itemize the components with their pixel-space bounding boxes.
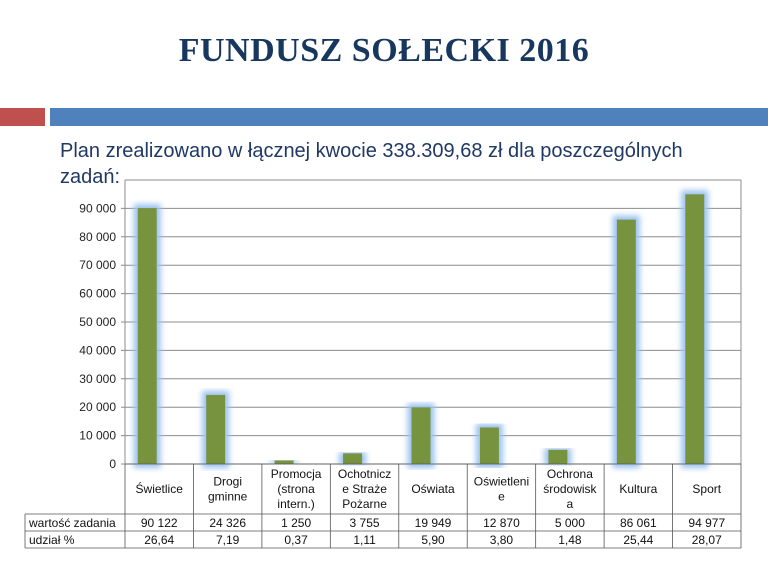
bar [137,208,157,464]
y-tick-label: 80 000 [79,230,116,244]
bar [685,194,705,464]
table-cell: 28,07 [692,533,722,547]
x-tick-label: a [567,497,574,511]
subtitle-line-1: Plan zrealizowano w łącznej kwocie 338.3… [60,140,683,162]
x-tick-label: Świetlice [136,481,184,496]
table-cell: 19 949 [415,516,452,530]
bar [343,453,363,464]
bar [274,460,294,464]
x-tick-label: e Straże [342,482,387,496]
x-tick-label: gminne [208,490,248,504]
x-tick-label: Ochrona [547,467,593,481]
y-tick-label: 50 000 [79,315,116,329]
table-cell: 1 250 [281,516,311,530]
table-row-label: wartość zadania [28,516,116,530]
table-cell: 0,37 [284,533,308,547]
y-tick-label: 70 000 [79,258,116,272]
subtitle-line-2: zadań: [60,166,121,188]
bars [137,194,705,464]
y-tick-labels: 0 10 000 20 000 30 000 40 000 50 000 60 000 70 … [79,201,116,471]
y-tick-label: 30 000 [79,372,116,386]
bar [616,219,636,464]
y-tick-label: 60 000 [79,287,116,301]
table-cell: 94 977 [688,516,725,530]
bar [206,394,226,464]
x-tick-label: Pożarne [342,497,387,511]
table-row-label: udział % [29,533,75,547]
table-cell: 7,19 [216,533,240,547]
table-cell: 86 061 [620,516,657,530]
accent-bar-red [0,108,45,126]
bar [548,449,568,464]
x-tick-label: Oświetleni [474,475,529,489]
table-cell: 3,80 [490,533,514,547]
slide-subtitle: Plan zrealizowano w łącznej kwocie 338.3… [60,138,750,190]
x-tick-label: Kultura [619,482,657,496]
x-tick-label: Oświata [411,482,455,496]
table-cell: 1,11 [353,533,376,547]
table-cell: 3 755 [350,516,380,530]
bar [411,407,431,464]
table-cell: 1,48 [558,533,582,547]
table-cell: 25,44 [623,533,653,547]
accent-bar-blue [50,108,768,126]
y-tick-label: 0 [109,457,116,471]
table-cell: 26,64 [144,533,174,547]
table-cell: 5 000 [555,516,585,530]
x-tick-label: (strona [277,482,315,496]
y-tick-label: 90 000 [79,201,116,215]
bar [479,427,499,464]
table-cell: 5,90 [421,533,445,547]
table-cell: 12 870 [483,516,520,530]
slide-title: FUNDUSZ SOŁECKI 2016 [178,32,590,69]
x-tick-label: intern.) [277,497,314,511]
y-tick-label: 40 000 [79,343,116,357]
x-tick-label: Ochotnicz [338,467,391,481]
x-tick-label: środowisk [543,482,597,496]
x-tick-label: Sport [692,482,721,496]
x-tick-label: Promocja [271,467,322,481]
y-tick-label: 20 000 [79,400,116,414]
x-tick-label: e [498,490,505,504]
x-tick-label: Drogi [213,475,242,489]
table-cell: 24 326 [209,516,246,530]
table-cell: 90 122 [141,516,178,530]
y-tick-label: 10 000 [79,429,116,443]
